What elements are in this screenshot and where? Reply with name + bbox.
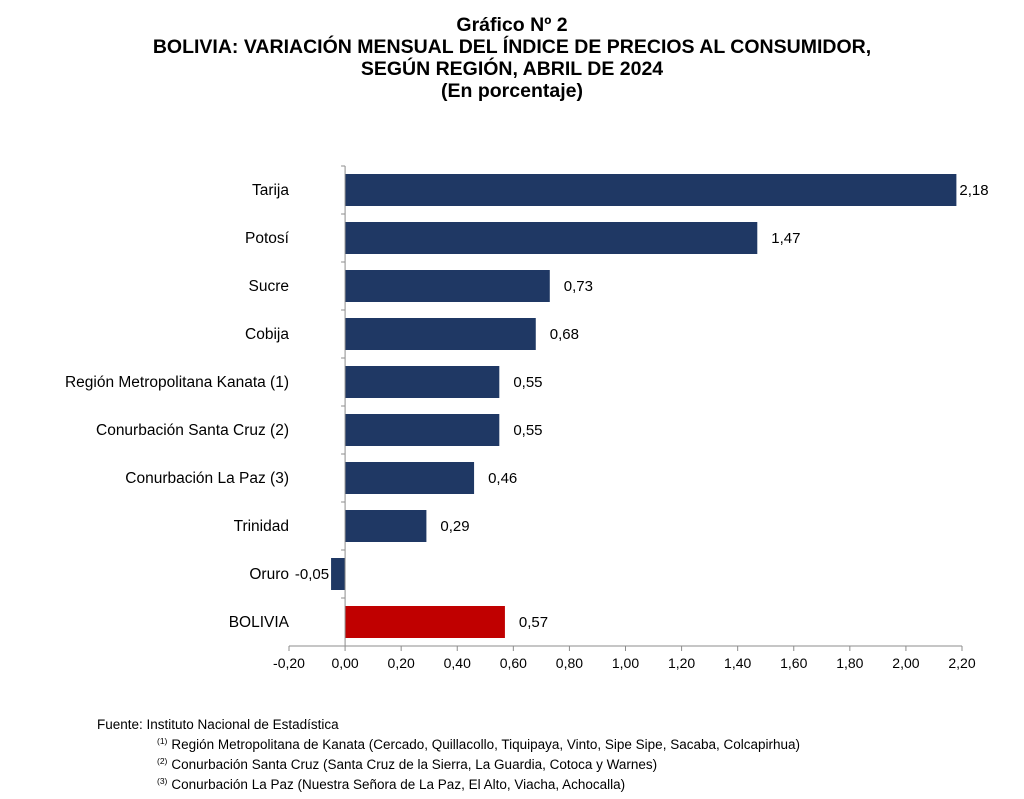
footnote-2-text: Conurbación Santa Cruz (Santa Cruz de la… — [171, 757, 658, 772]
bar-chart: Tarija 2,18 Potosí 1,47 Sucre 0,73 Cobija 0,68 R… — [65, 165, 989, 671]
category-label: Oruro — [249, 566, 289, 583]
category-label: Potosí — [245, 230, 290, 247]
x-tick-label: 1,60 — [780, 655, 807, 671]
x-tick-label: 1,40 — [724, 655, 751, 671]
category-label: Conurbación Santa Cruz (2) — [96, 422, 289, 439]
x-tick-label: 1,80 — [836, 655, 863, 671]
footnote-1: (1) Región Metropolitana de Kanata (Cerca… — [97, 733, 800, 753]
bar — [345, 366, 500, 398]
bar — [331, 558, 346, 590]
x-tick-label: 0,20 — [388, 655, 415, 671]
source-note: Fuente: Instituto Nacional de Estadístic… — [97, 717, 339, 732]
value-label: -0,05 — [295, 566, 329, 583]
chart-title-block: Gráfico Nº 2 BOLIVIA: VARIACIÓN MENSUAL … — [0, 14, 1024, 102]
bar — [345, 318, 536, 350]
category-label: Cobija — [245, 326, 289, 343]
bar — [345, 510, 427, 542]
value-label: 0,29 — [440, 518, 469, 535]
bar — [345, 462, 475, 494]
value-label: 0,73 — [564, 278, 593, 295]
chart-title-line2: SEGÚN REGIÓN, ABRIL DE 2024 — [360, 58, 664, 80]
bar — [345, 222, 758, 254]
category-label: Tarija — [252, 182, 289, 199]
x-tick-label: 2,20 — [948, 655, 975, 671]
bar — [345, 606, 505, 638]
x-tick-label: 0,60 — [500, 655, 527, 671]
value-label: 0,46 — [488, 470, 517, 487]
footnote-2-mark: (2) — [157, 756, 168, 766]
x-tick-label: 1,20 — [668, 655, 695, 671]
value-label: 0,57 — [519, 614, 548, 631]
value-label: 0,68 — [550, 326, 579, 343]
x-tick-label: 1,00 — [612, 655, 639, 671]
footnote-3-mark: (3) — [157, 776, 168, 786]
x-tick-label: 0,40 — [444, 655, 471, 671]
chart-number: Gráfico Nº 2 — [456, 14, 568, 36]
x-tick-label: 0,00 — [331, 655, 358, 671]
footnote-3-text: Conurbación La Paz (Nuestra Señora de La… — [171, 777, 626, 792]
value-label: 1,47 — [771, 230, 800, 247]
category-label: Conurbación La Paz (3) — [125, 470, 289, 487]
x-tick-label: -0,20 — [273, 655, 305, 671]
footnote-2: (2) Conurbación Santa Cruz (Santa Cruz de… — [97, 753, 800, 773]
value-label: 0,55 — [513, 422, 542, 439]
value-label: 0,55 — [513, 374, 542, 391]
footnote-1-mark: (1) — [157, 736, 168, 746]
value-label: 2,18 — [959, 182, 988, 199]
chart-title: BOLIVIA: VARIACIÓN MENSUAL DEL ÍNDICE DE… — [152, 36, 872, 58]
category-label: Región Metropolitana Kanata (1) — [65, 374, 289, 391]
category-label: BOLIVIA — [229, 614, 290, 631]
bar — [345, 414, 500, 446]
chart-subtitle: (En porcentaje) — [441, 80, 583, 102]
category-label: Trinidad — [234, 518, 289, 535]
footnote-1-text: Región Metropolitana de Kanata (Cercado,… — [171, 737, 801, 752]
chart-footer: Fuente: Instituto Nacional de Estadístic… — [97, 716, 800, 793]
bar — [345, 270, 550, 302]
x-tick-label: 0,80 — [556, 655, 583, 671]
footnote-3: (3) Conurbación La Paz (Nuestra Señora de… — [97, 773, 800, 793]
category-label: Sucre — [249, 278, 290, 295]
x-tick-label: 2,00 — [892, 655, 919, 671]
bar — [345, 174, 957, 206]
